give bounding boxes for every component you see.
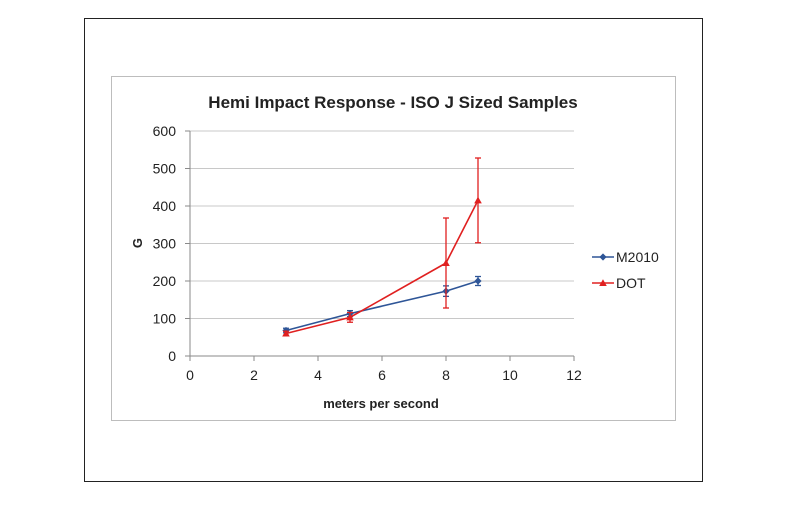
series-m2010 bbox=[282, 275, 482, 335]
data-point-dot bbox=[346, 313, 354, 321]
series-line-dot bbox=[285, 200, 479, 335]
data-point-m2010 bbox=[474, 277, 482, 285]
legend-label-dot: DOT bbox=[616, 275, 646, 291]
legend-item-dot: DOT bbox=[592, 275, 646, 291]
y-tick-label: 500 bbox=[153, 161, 177, 177]
x-tick-label: 8 bbox=[442, 367, 450, 383]
chart-frame bbox=[111, 76, 676, 421]
y-tick-label: 600 bbox=[153, 123, 177, 139]
series-layer bbox=[282, 157, 482, 337]
y-axis-label: G bbox=[130, 238, 145, 248]
axis-layer: 0 100 200 300 400 500 600 0 2 4 6 8 10 12 bbox=[153, 123, 582, 383]
data-point-dot bbox=[442, 259, 450, 267]
chart-title: Hemi Impact Response - ISO J Sized Sampl… bbox=[208, 93, 577, 112]
series-line-m2010 bbox=[285, 280, 479, 332]
x-tick-label: 6 bbox=[378, 367, 386, 383]
y-tick-label: 300 bbox=[153, 236, 177, 252]
data-point-dot bbox=[474, 196, 482, 204]
legend-marker-m2010 bbox=[599, 253, 607, 261]
x-tick-label: 2 bbox=[250, 367, 258, 383]
x-tick-label: 0 bbox=[186, 367, 194, 383]
y-tick-label: 400 bbox=[153, 198, 177, 214]
y-tick-label: 200 bbox=[153, 273, 177, 289]
legend-item-m2010: M2010 bbox=[592, 249, 659, 265]
y-tick-label: 100 bbox=[153, 311, 177, 327]
y-tick-label: 0 bbox=[168, 348, 176, 364]
x-axis-label: meters per second bbox=[323, 396, 439, 411]
legend: M2010 DOT bbox=[592, 249, 659, 291]
legend-marker-dot bbox=[599, 279, 607, 287]
series-dot bbox=[282, 157, 482, 337]
legend-label-m2010: M2010 bbox=[616, 249, 659, 265]
data-point-dot bbox=[282, 329, 290, 337]
x-tick-label: 4 bbox=[314, 367, 322, 383]
grid-layer bbox=[190, 130, 574, 319]
x-tick-label: 10 bbox=[502, 367, 518, 383]
x-tick-label: 12 bbox=[566, 367, 582, 383]
